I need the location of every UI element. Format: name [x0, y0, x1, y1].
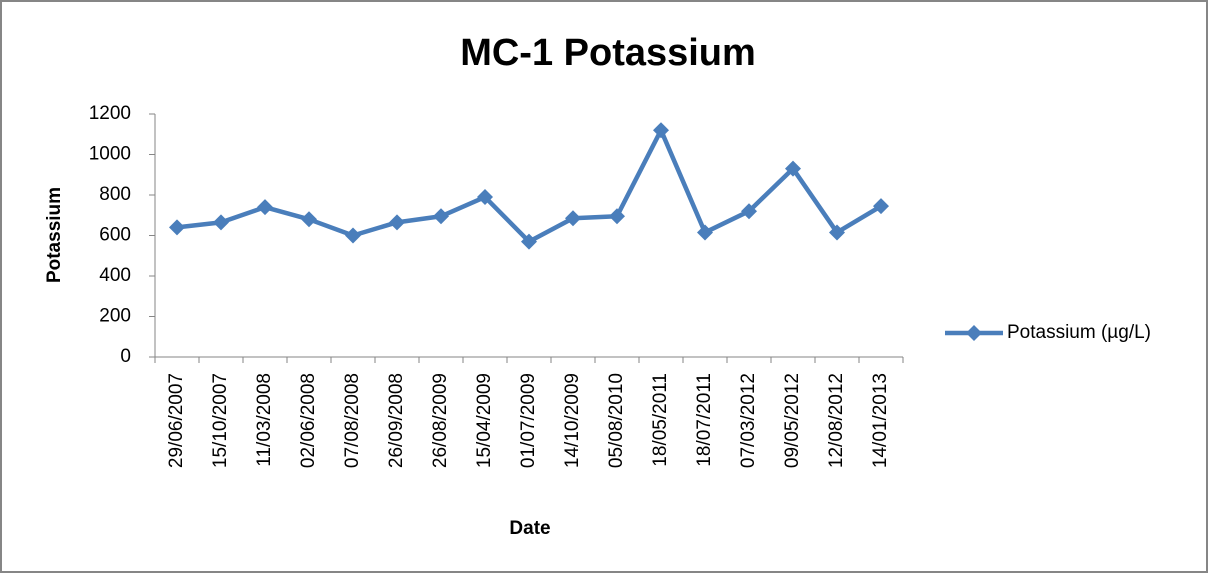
y-tick-label: 200: [99, 306, 131, 327]
point-marker: [389, 214, 405, 231]
point-marker: [477, 189, 493, 206]
point-marker: [609, 208, 625, 225]
point-marker: [785, 160, 801, 177]
x-axis-title: Date: [509, 518, 550, 539]
point-marker: [565, 210, 581, 227]
x-tick-label: 12/08/2012: [826, 373, 847, 468]
y-axis-title: Potassium: [44, 187, 65, 283]
x-tick-label: 18/05/2011: [650, 373, 671, 467]
y-tick-label: 1000: [89, 144, 131, 165]
x-tick-label: 14/10/2009: [562, 373, 583, 468]
point-marker: [169, 219, 185, 236]
x-tick-label: 15/10/2007: [210, 373, 231, 468]
y-tick-label: 800: [99, 184, 131, 205]
x-tick-label: 18/07/2011: [694, 373, 715, 467]
point-marker: [345, 227, 361, 244]
point-marker: [301, 211, 317, 228]
point-marker: [653, 122, 669, 139]
x-tick-label: 29/06/2007: [166, 373, 187, 468]
point-marker: [697, 224, 713, 241]
legend-marker: [966, 325, 982, 341]
chart-title: MC-1 Potassium: [460, 32, 756, 74]
point-marker: [741, 203, 757, 220]
x-tick-label: 02/06/2008: [298, 373, 319, 468]
x-tick-label: 15/04/2009: [474, 373, 495, 468]
point-marker: [433, 208, 449, 225]
y-tick-label: 0: [120, 346, 131, 367]
x-tick-label: 26/09/2008: [386, 373, 407, 468]
y-tick-label: 400: [99, 265, 131, 286]
legend-label: Potassium (µg/L): [1007, 322, 1151, 343]
x-tick-label: 11/03/2008: [254, 373, 275, 467]
point-marker: [521, 233, 537, 250]
x-tick-label: 05/08/2010: [606, 373, 627, 468]
point-marker: [213, 214, 229, 231]
x-tick-label: 07/03/2012: [738, 373, 759, 468]
y-tick-label: 600: [99, 225, 131, 246]
x-tick-label: 01/07/2009: [518, 373, 539, 468]
point-marker: [829, 224, 845, 241]
point-marker: [873, 198, 889, 215]
x-tick-label: 09/05/2012: [782, 373, 803, 468]
point-marker: [257, 199, 273, 216]
x-tick-label: 14/01/2013: [870, 373, 891, 468]
x-tick-label: 07/08/2008: [342, 373, 363, 468]
y-tick-label: 1200: [89, 103, 131, 124]
x-tick-label: 26/08/2009: [430, 373, 451, 468]
